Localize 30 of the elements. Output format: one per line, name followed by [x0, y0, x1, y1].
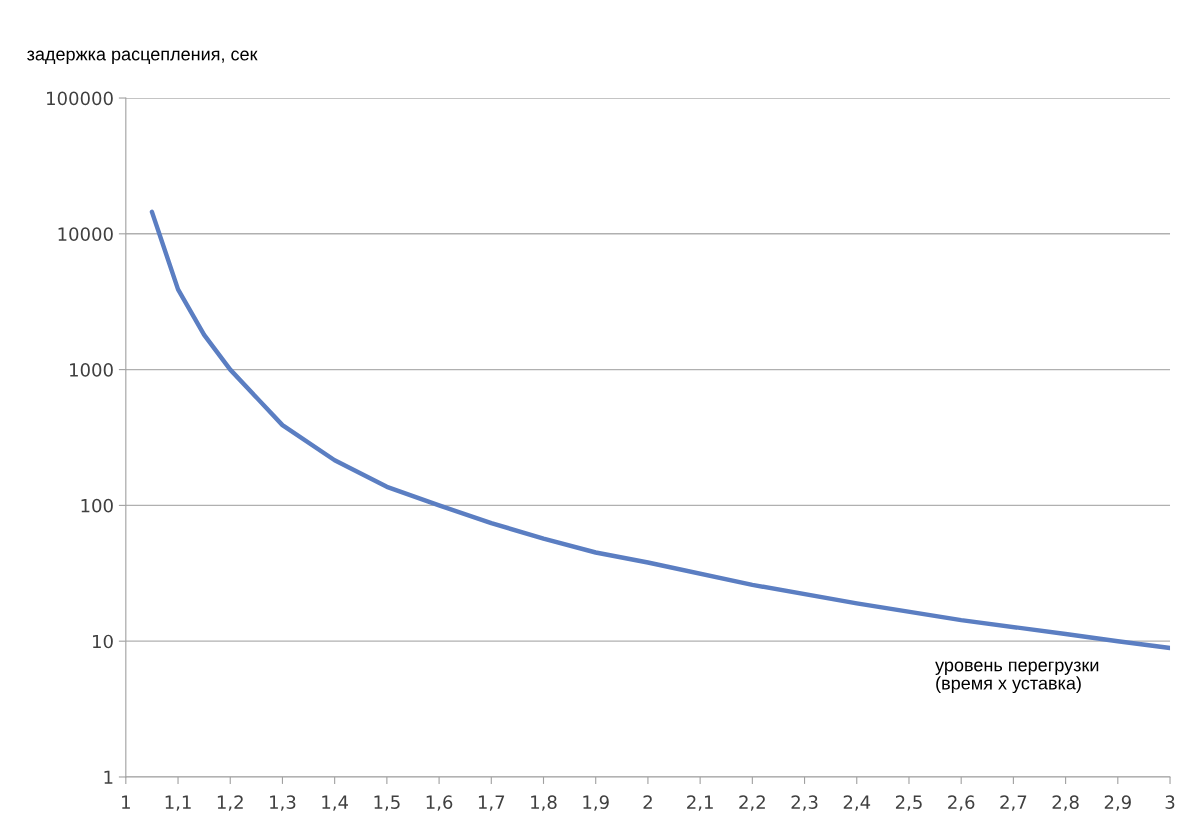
- y-tick-label: 100: [81, 498, 113, 513]
- x-tick-label: 1,9: [583, 795, 609, 811]
- x-tick-label: 2,9: [1104, 795, 1131, 811]
- x-tick-label: 1,1: [165, 795, 191, 811]
- x-tick-label: 2,8: [1052, 795, 1079, 811]
- y-tick-label: 10000: [58, 227, 113, 241]
- x-tick-label: 2,6: [948, 795, 975, 811]
- x-tick-label: 1,6: [426, 795, 453, 811]
- x-tick-label: 2,7: [1000, 795, 1027, 811]
- y-tick-label: 100000: [47, 91, 113, 106]
- x-tick-label: 2,3: [791, 795, 818, 811]
- y-tick-label: 1000: [70, 363, 113, 377]
- y-axis-title: задержка расцепления, сек: [27, 50, 258, 65]
- x-tick-label: 1,7: [478, 795, 505, 811]
- y-tick-label: 10: [93, 634, 113, 649]
- x-tick-label: 1,3: [270, 795, 296, 811]
- x-tick-label: 2,2: [739, 795, 765, 811]
- x-tick-label: 2,1: [687, 795, 713, 811]
- x-tick-label: 2,5: [895, 795, 922, 811]
- x-tick-label: 2,4: [843, 795, 871, 811]
- x-tick-label: 2: [643, 795, 652, 809]
- line-series: [149, 209, 1171, 651]
- x-tick-label: 1: [122, 795, 130, 809]
- y-tick-label: 1: [104, 770, 113, 784]
- x-tick-label: 1,2: [217, 795, 243, 811]
- x-tick-label: 1,8: [531, 795, 557, 811]
- x-tick-label: 1,4: [322, 795, 349, 811]
- x-tick-label: 1,5: [374, 795, 400, 811]
- x-tick-label: 3: [1165, 795, 1175, 809]
- x-axis-title: уровень перегрузки (время х уставка): [935, 661, 1099, 694]
